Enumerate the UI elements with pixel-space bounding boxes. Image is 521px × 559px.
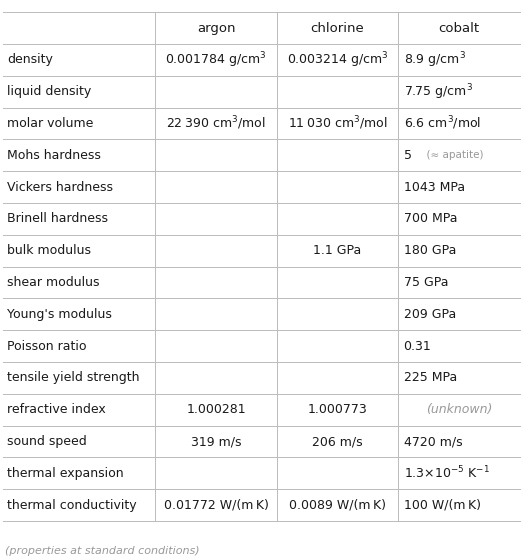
Text: 8.9 g/cm$^3$: 8.9 g/cm$^3$ (404, 50, 466, 70)
Text: 225 MPa: 225 MPa (404, 371, 457, 385)
Text: thermal conductivity: thermal conductivity (7, 499, 137, 511)
Text: 209 GPa: 209 GPa (404, 308, 456, 321)
Text: Vickers hardness: Vickers hardness (7, 181, 113, 193)
Text: molar volume: molar volume (7, 117, 93, 130)
Text: liquid density: liquid density (7, 86, 91, 98)
Text: 75 GPa: 75 GPa (404, 276, 448, 289)
Text: 1.000281: 1.000281 (186, 403, 246, 416)
Text: 100 W/(m K): 100 W/(m K) (404, 499, 480, 511)
Text: 0.003214 g/cm$^3$: 0.003214 g/cm$^3$ (287, 50, 389, 70)
Text: (≈ apatite): (≈ apatite) (420, 150, 484, 160)
Text: 1.000773: 1.000773 (308, 403, 367, 416)
Text: tensile yield strength: tensile yield strength (7, 371, 139, 385)
Text: refractive index: refractive index (7, 403, 106, 416)
Text: bulk modulus: bulk modulus (7, 244, 91, 257)
Text: 0.001784 g/cm$^3$: 0.001784 g/cm$^3$ (165, 50, 267, 70)
Text: Brinell hardness: Brinell hardness (7, 212, 108, 225)
Text: shear modulus: shear modulus (7, 276, 100, 289)
Text: 4720 m/s: 4720 m/s (404, 435, 462, 448)
Text: 22 390 cm$^3$/mol: 22 390 cm$^3$/mol (166, 115, 266, 132)
Text: (unknown): (unknown) (426, 403, 492, 416)
Text: 6.6 cm$^3$/mol: 6.6 cm$^3$/mol (404, 115, 481, 132)
Text: Mohs hardness: Mohs hardness (7, 149, 101, 162)
Text: 5: 5 (404, 149, 412, 162)
Text: 206 m/s: 206 m/s (312, 435, 363, 448)
Text: cobalt: cobalt (439, 22, 480, 35)
Text: 1.3×10$^{-5}$ K$^{-1}$: 1.3×10$^{-5}$ K$^{-1}$ (404, 465, 490, 482)
Text: 1.1 GPa: 1.1 GPa (314, 244, 362, 257)
Text: sound speed: sound speed (7, 435, 86, 448)
Text: (properties at standard conditions): (properties at standard conditions) (5, 546, 200, 556)
Text: Poisson ratio: Poisson ratio (7, 340, 86, 353)
Text: 700 MPa: 700 MPa (404, 212, 457, 225)
Text: 0.0089 W/(m K): 0.0089 W/(m K) (289, 499, 386, 511)
Text: 319 m/s: 319 m/s (191, 435, 241, 448)
Text: 7.75 g/cm$^3$: 7.75 g/cm$^3$ (404, 82, 473, 102)
Text: thermal expansion: thermal expansion (7, 467, 123, 480)
Text: chlorine: chlorine (311, 22, 365, 35)
Text: argon: argon (197, 22, 235, 35)
Text: Young's modulus: Young's modulus (7, 308, 111, 321)
Text: 1043 MPa: 1043 MPa (404, 181, 465, 193)
Text: 0.31: 0.31 (404, 340, 431, 353)
Text: 11 030 cm$^3$/mol: 11 030 cm$^3$/mol (288, 115, 388, 132)
Text: density: density (7, 54, 53, 67)
Text: 0.01772 W/(m K): 0.01772 W/(m K) (164, 499, 268, 511)
Text: 180 GPa: 180 GPa (404, 244, 456, 257)
